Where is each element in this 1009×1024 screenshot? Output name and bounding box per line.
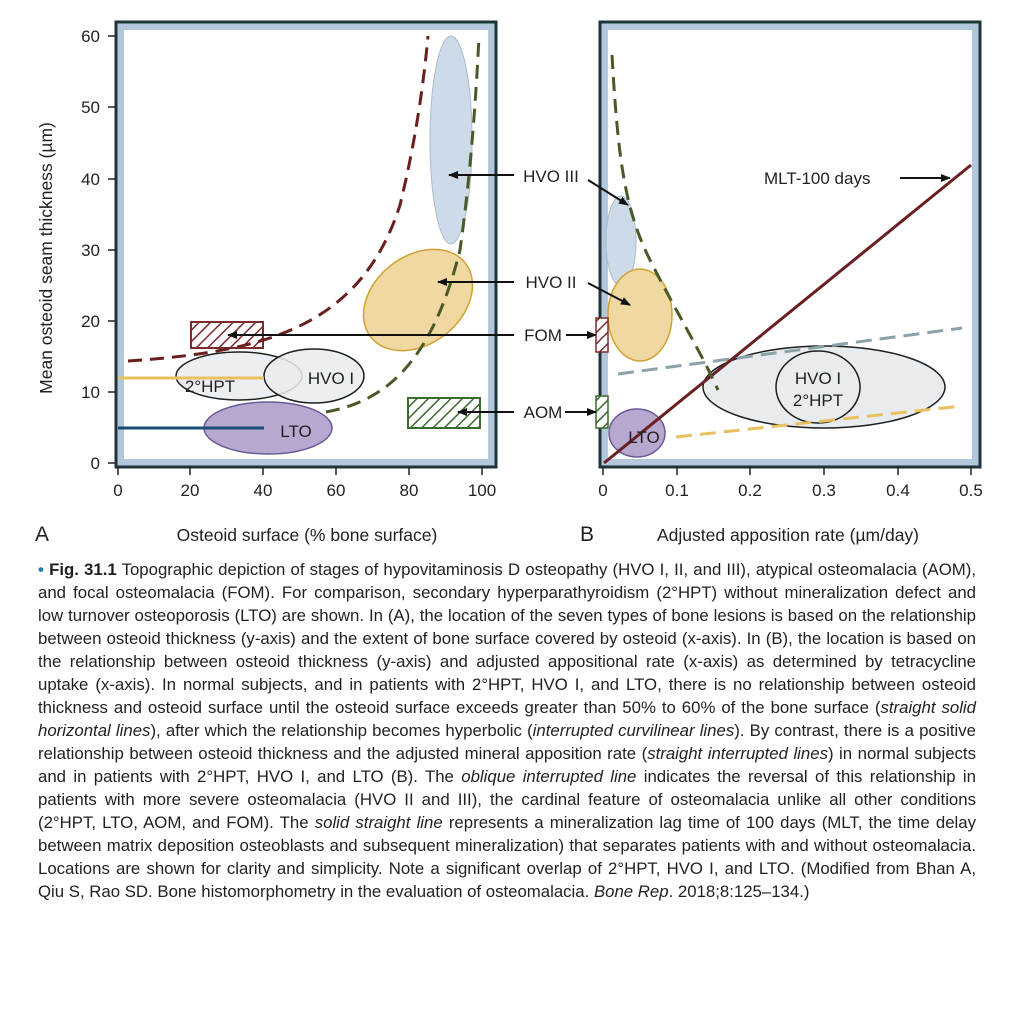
x-tick-label: 0.5 <box>959 481 983 500</box>
caption-text: ), after which the relationship becomes … <box>150 721 533 740</box>
y-tick-label: 60 <box>81 27 100 46</box>
panel-b-x-ticks <box>602 467 972 475</box>
arrow-hvo3-b <box>587 179 629 206</box>
region-hvo2-b <box>607 268 673 362</box>
x-tick-label: 0.4 <box>886 481 910 500</box>
arrow-hvo2-b <box>587 282 631 306</box>
line-normal-upper-dashed <box>617 326 963 376</box>
y-tick-label: 0 <box>91 454 100 473</box>
caption-italic: straight interrupted lines <box>647 744 828 763</box>
curve-oblique-interrupted <box>610 54 720 391</box>
caption-italic: oblique interrupted line <box>461 767 637 786</box>
figure-caption: • Fig. 31.1 Topographic depiction of sta… <box>38 558 976 903</box>
region-hvo1-2hpt-inner <box>775 350 861 424</box>
caption-italic: interrupted curvilinear lines <box>532 721 735 740</box>
label-hvo1-b: HVO I <box>795 369 841 388</box>
figure-31-1: HVO I 2°HPT LTO 0 10 20 30 40 50 60 0 <box>35 20 983 546</box>
y-axis-label: Mean osteoid seam thickness (µm) <box>36 122 56 394</box>
region-hvo3-a <box>429 35 473 245</box>
label-2hpt-a: 2°HPT <box>185 377 235 396</box>
caption-text: ). By contrast, there is a positive rela… <box>38 721 976 763</box>
panel-a: HVO I 2°HPT LTO 0 10 20 30 40 50 60 0 <box>35 20 498 546</box>
curve-lower-hyperbolic <box>325 35 481 414</box>
caption-italic: solid straight line <box>314 813 443 832</box>
y-tick-label: 30 <box>81 241 100 260</box>
label-aom: AOM <box>524 403 563 422</box>
x-tick-label: 0.2 <box>738 481 762 500</box>
x-tick-label: 100 <box>468 481 496 500</box>
region-fom-b <box>595 317 609 353</box>
caption-bullet: • <box>38 560 44 579</box>
x-tick-label: 0 <box>598 481 607 500</box>
x-tick-label: 0.1 <box>665 481 689 500</box>
region-lto-b <box>608 408 666 458</box>
label-hvo3: HVO III <box>523 167 579 186</box>
caption-journal: Bone Rep <box>593 882 669 901</box>
y-tick-label: 40 <box>81 170 100 189</box>
curve-upper-hyperbolic <box>127 35 430 363</box>
x-tick-label: 40 <box>254 481 273 500</box>
label-fom: FOM <box>524 326 562 345</box>
y-tick-label: 20 <box>81 312 100 331</box>
region-aom-b <box>595 395 609 429</box>
caption-figure-label: Fig. 31.1 <box>49 560 117 579</box>
x-tick-label: 0 <box>113 481 122 500</box>
panel-b: HVO I 2°HPT LTO MLT-100 days 0 0.1 0.2 0… <box>580 20 983 546</box>
x-axis-label-a: Osteoid surface (% bone surface) <box>177 525 438 545</box>
x-tick-label: 20 <box>181 481 200 500</box>
label-lto-a: LTO <box>280 422 312 441</box>
caption-text: indicates the reversal of this relations… <box>38 767 976 832</box>
caption-text: Topographic depiction of stages of hypov… <box>38 560 976 717</box>
panel-a-y-ticks <box>108 35 116 464</box>
y-tick-label: 50 <box>81 98 100 117</box>
panel-a-x-ticks <box>117 467 483 475</box>
annotations <box>227 171 951 416</box>
panel-letter-b: B <box>580 523 594 546</box>
x-tick-label: 60 <box>327 481 346 500</box>
x-tick-label: 80 <box>400 481 419 500</box>
label-lto-b: LTO <box>628 428 660 447</box>
x-tick-label: 0.3 <box>812 481 836 500</box>
caption-text: . 2018;8:125–134.) <box>668 882 810 901</box>
label-mlt: MLT-100 days <box>764 169 870 188</box>
label-hvo1-a: HVO I <box>308 369 354 388</box>
region-hvo1-a <box>263 348 365 404</box>
label-2hpt-b: 2°HPT <box>793 391 843 410</box>
caption-italic: straight solid horizontal lines <box>38 698 976 740</box>
x-axis-label-b: Adjusted apposition rate (µm/day) <box>657 525 919 545</box>
line-mlt-100-days <box>603 163 972 465</box>
label-hvo2: HVO II <box>525 273 576 292</box>
caption-text: represents a mineralization lag time of … <box>38 813 976 901</box>
y-tick-label: 10 <box>81 383 100 402</box>
panel-letter-a: A <box>35 523 49 546</box>
caption-text: ) in normal subjects and in patients wit… <box>38 744 976 786</box>
